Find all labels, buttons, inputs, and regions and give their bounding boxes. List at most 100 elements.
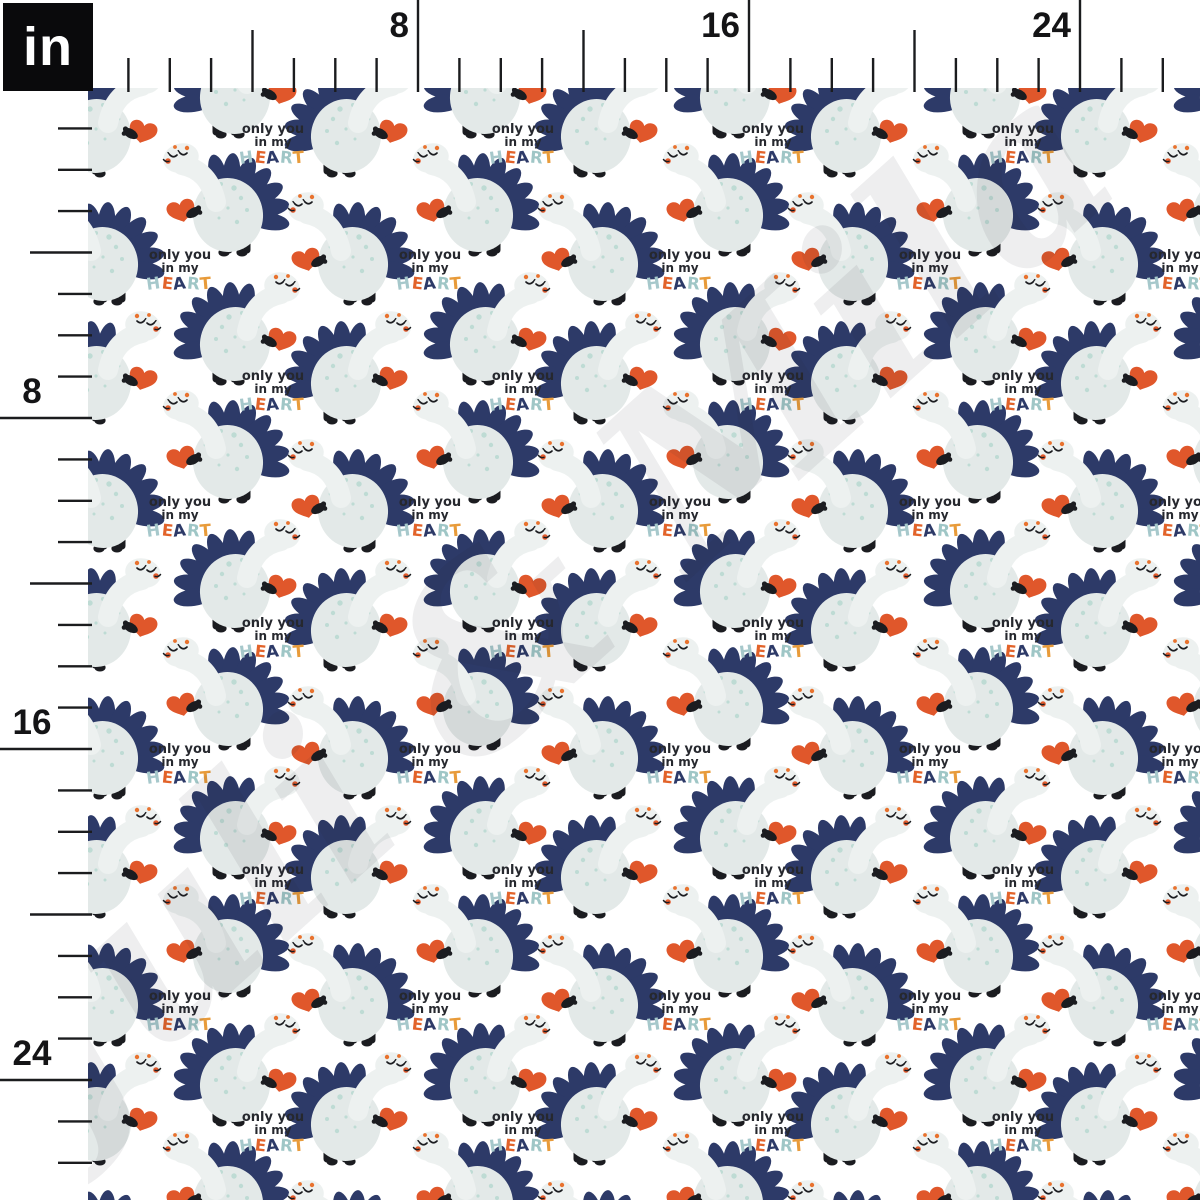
dino-freckle xyxy=(536,1015,540,1019)
dino-crest-spike xyxy=(0,178,36,212)
dino-speckle xyxy=(981,679,987,685)
dino-body xyxy=(813,0,893,59)
dino-neck xyxy=(98,88,152,133)
dino-speckle xyxy=(109,1009,115,1015)
dino-eyelash xyxy=(292,198,306,205)
dino-foot xyxy=(111,791,123,800)
dino-speckle xyxy=(103,631,107,635)
dino-speckle xyxy=(1084,1128,1090,1134)
dino-speckle xyxy=(101,996,105,1000)
dino-speckle xyxy=(370,257,374,261)
dino-speckle xyxy=(825,623,829,627)
dino-speckle xyxy=(723,842,729,848)
dino-motif-left xyxy=(162,143,290,257)
dino-speckle xyxy=(334,1128,340,1134)
dino-head xyxy=(663,143,699,173)
dino-foot xyxy=(361,51,372,59)
dino-hand xyxy=(1121,131,1127,136)
dino-foot xyxy=(1093,51,1104,59)
dino-speckle xyxy=(742,98,746,102)
dino-freckle xyxy=(647,807,651,811)
dino-freckle xyxy=(934,1133,940,1139)
dino-crest-spike xyxy=(0,1143,11,1187)
dino-hand xyxy=(1122,1114,1129,1120)
dino-speckle xyxy=(714,1078,718,1082)
dino-hand xyxy=(372,126,379,132)
dino-mouth xyxy=(1155,81,1161,83)
dino-speckle xyxy=(988,1183,994,1189)
dino-hand xyxy=(10,828,28,844)
dino-foot xyxy=(215,1118,227,1127)
dino-head xyxy=(413,884,449,914)
dino-freckle xyxy=(298,441,302,445)
dino-speckle xyxy=(1120,504,1124,508)
dino-speckle xyxy=(860,22,864,26)
pattern-text-heart-letter: H xyxy=(238,888,254,909)
pattern-text-heart-letter: A xyxy=(265,394,280,414)
dino-eye xyxy=(396,322,405,326)
dino-speckle xyxy=(490,64,494,68)
dino-eye xyxy=(169,401,178,405)
dino-freckle xyxy=(134,807,140,813)
dino-speckle xyxy=(830,610,836,616)
dino-speckle xyxy=(356,234,362,240)
dino-freckle xyxy=(286,274,290,278)
dino-speckle xyxy=(609,1009,615,1015)
dino-eye xyxy=(36,778,43,780)
dino-hand xyxy=(1011,581,1018,587)
dino-speckle xyxy=(353,1125,357,1129)
dino-head xyxy=(125,311,161,341)
dino-speckle xyxy=(851,8,854,11)
dino-speckle xyxy=(981,1173,987,1179)
dino-eye xyxy=(429,152,438,156)
dino-speckle xyxy=(1110,22,1114,26)
dino-speckle xyxy=(1080,363,1086,369)
dino-speckle xyxy=(464,1078,468,1082)
dino-neck xyxy=(807,0,841,4)
pattern-text-heart-letter: H xyxy=(395,767,411,788)
dino-motif-left xyxy=(412,637,540,751)
dino-speckle xyxy=(214,337,218,341)
dino-mouth xyxy=(537,207,545,212)
dino-cheek xyxy=(42,534,48,540)
pattern-text-heart-letter: A xyxy=(265,888,280,908)
dino-hand xyxy=(371,1119,377,1124)
pattern-text-heart-letter: A xyxy=(515,1135,530,1155)
dino-speckle xyxy=(1106,975,1112,981)
dino-speckle xyxy=(492,98,496,102)
dino-speckle xyxy=(592,1006,596,1010)
dino-speckle xyxy=(830,116,836,122)
dino-speckle xyxy=(603,878,607,882)
dino-speckle xyxy=(579,0,582,1)
dino-crest-spike xyxy=(0,672,36,706)
dino-eye xyxy=(294,450,303,454)
dino-eyelash xyxy=(167,643,181,650)
pattern-text-heart-letter: E xyxy=(4,394,17,414)
dino-hand xyxy=(1072,753,1078,758)
dino-motif-left xyxy=(0,139,41,256)
dino-hand xyxy=(945,452,952,458)
dino-speckle xyxy=(106,481,112,487)
pattern-text-heart-letter: T xyxy=(292,148,306,168)
pattern-text-heart-letter: H xyxy=(738,641,754,662)
dino-freckle xyxy=(147,313,151,317)
dino-mouth xyxy=(293,287,301,292)
pattern-text-heart-letter: A xyxy=(172,1014,187,1034)
dino-speckle xyxy=(101,255,105,259)
pattern-text-heart-letter: T xyxy=(292,642,306,662)
pattern-text-heart-letter: E xyxy=(661,26,674,46)
dino-crest-spike xyxy=(0,919,36,953)
dino-neck xyxy=(598,88,652,133)
dino-crest-spike xyxy=(33,1105,75,1129)
dino-speckle xyxy=(233,335,237,339)
dino-speckle xyxy=(238,442,244,448)
dino-freckle xyxy=(934,639,940,645)
dino-speckle xyxy=(325,870,329,874)
dino-speckle xyxy=(1087,847,1093,853)
dino-speckle xyxy=(844,1115,848,1119)
dino-speckle xyxy=(106,234,112,240)
pattern-text-heart-letter: E xyxy=(411,1014,424,1034)
dino-speckle xyxy=(473,348,479,354)
